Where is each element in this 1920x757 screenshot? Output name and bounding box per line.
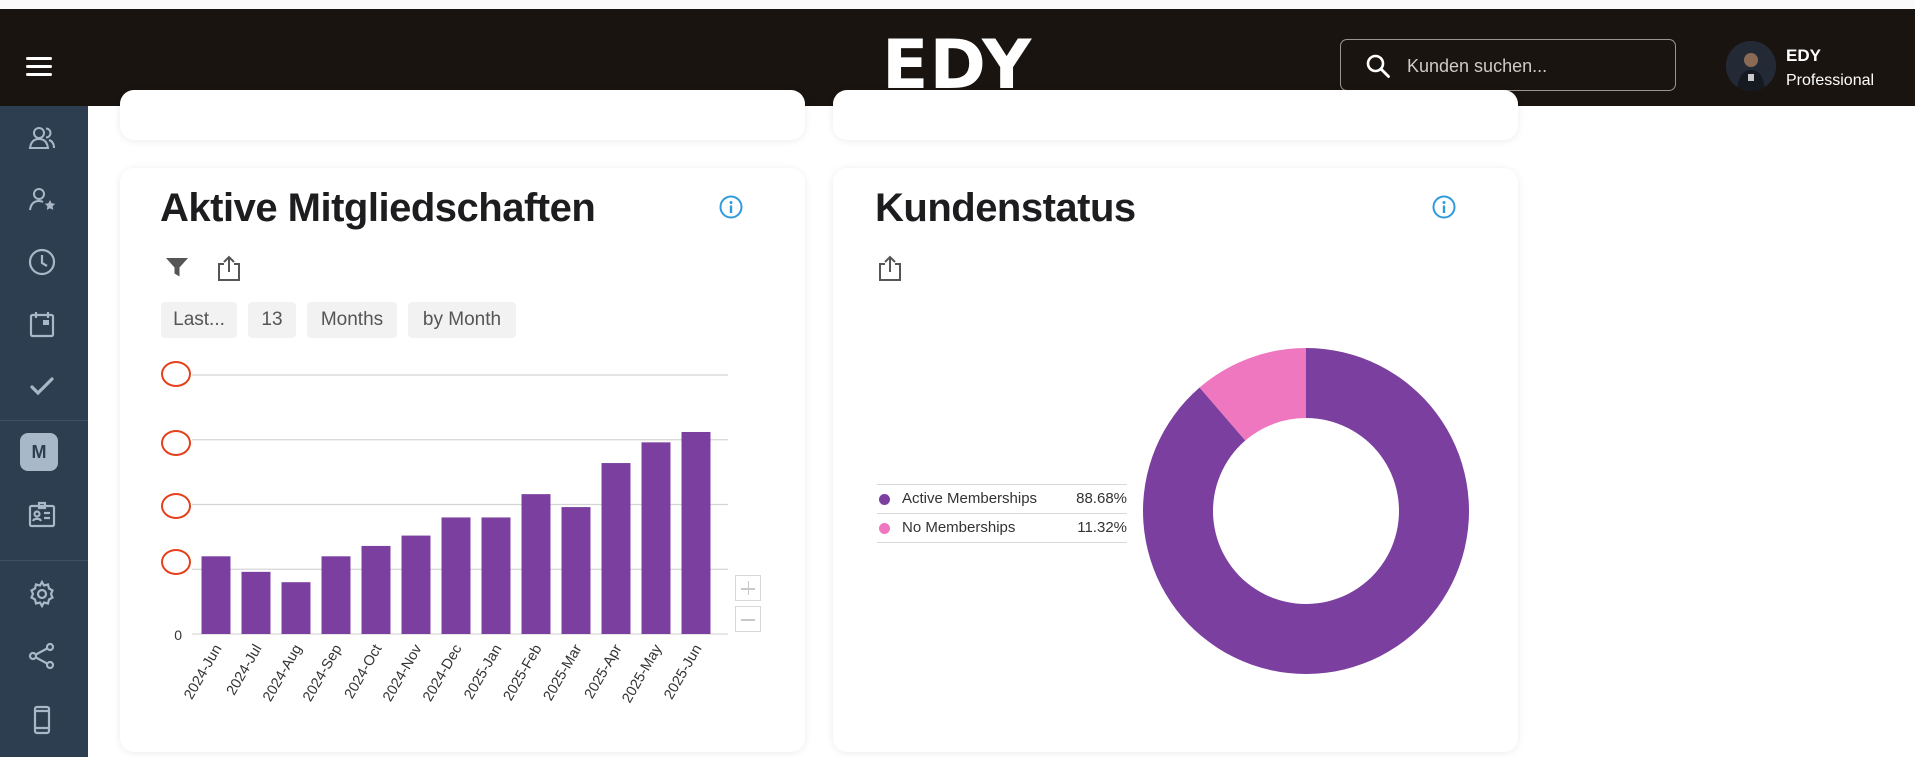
x-tick-label: 2025-Jun [661, 642, 705, 702]
sidebar-divider [0, 560, 88, 561]
x-tick-label: 2024-Dec [420, 642, 465, 704]
legend-item[interactable]: Active Memberships 88.68% [877, 484, 1127, 513]
user-name[interactable]: EDY [1786, 46, 1821, 65]
bar[interactable] [321, 556, 351, 634]
filter-chip-range[interactable]: Last... [161, 302, 237, 338]
sidebar-item-mobile[interactable] [22, 700, 62, 740]
donut-slice[interactable] [1143, 348, 1469, 674]
y-tick-label: 0 [174, 627, 182, 643]
bar[interactable] [401, 535, 431, 634]
card-above-left [120, 90, 805, 140]
user-plan: Professional [1786, 72, 1875, 89]
filter-icon[interactable] [164, 254, 190, 280]
x-tick-label: 2024-Aug [260, 642, 305, 704]
annotation-circle [161, 361, 191, 387]
legend-swatch [879, 494, 890, 505]
zoom-in-button[interactable] [735, 575, 761, 601]
legend-label: Active Memberships [902, 490, 1038, 507]
memberships-bar-chart: 02024-Jun2024-Jul2024-Aug2024-Sep2024-Oc… [174, 374, 728, 706]
memberships-card-title: Aktive Mitgliedschaften [160, 186, 596, 230]
check-icon [30, 377, 54, 396]
filter-chip-grouping[interactable]: by Month [408, 302, 516, 338]
bar[interactable] [641, 442, 671, 634]
bar[interactable] [561, 507, 591, 634]
legend-value: 11.32% [1077, 519, 1127, 536]
sidebar-divider [0, 420, 88, 421]
user-photo-icon [1726, 41, 1776, 91]
x-tick-label: 2025-Jan [461, 642, 505, 702]
clock-icon [28, 248, 56, 276]
filter-chip-unit[interactable]: Months [307, 302, 397, 338]
avatar[interactable] [1726, 41, 1776, 91]
info-icon[interactable] [718, 194, 744, 220]
x-tick-label: 2024-Jul [224, 642, 266, 698]
status-donut-chart [1143, 348, 1469, 674]
bar[interactable] [601, 463, 631, 634]
annotation-circle [161, 493, 191, 519]
x-tick-label: 2024-Oct [342, 642, 386, 702]
legend-value: 88.68% [1076, 490, 1127, 507]
legend-swatch [879, 523, 890, 534]
search-icon [1366, 54, 1390, 78]
x-tick-label: 2025-Apr [582, 642, 626, 702]
bar[interactable] [441, 517, 471, 634]
annotation-circle [161, 430, 191, 456]
sidebar-item-share[interactable] [22, 636, 62, 676]
card-above-right [833, 90, 1518, 140]
users-icon [28, 127, 55, 149]
x-tick-label: 2024-Nov [380, 641, 426, 704]
x-tick-label: 2025-May [619, 641, 665, 705]
status-card-title: Kundenstatus [875, 186, 1136, 230]
bar[interactable] [281, 582, 311, 634]
gear-icon [30, 579, 54, 609]
bar[interactable] [481, 517, 511, 634]
status-legend: Active Memberships 88.68% No Memberships… [877, 484, 1127, 543]
bar[interactable] [521, 494, 551, 634]
info-icon[interactable] [1431, 194, 1457, 220]
user-star-icon [29, 188, 56, 211]
legend-item[interactable]: No Memberships 11.32% [877, 513, 1127, 543]
search-input[interactable] [1405, 50, 1665, 82]
sidebar-item-settings[interactable] [22, 574, 62, 614]
top-header: EDY EDY Professional [0, 9, 1915, 106]
annotation-circle [161, 549, 191, 575]
bar[interactable] [681, 431, 711, 634]
x-tick-label: 2025-Feb [501, 642, 546, 704]
legend-label: No Memberships [902, 519, 1016, 536]
x-tick-label: 2024-Sep [300, 642, 345, 704]
bar[interactable] [361, 545, 391, 634]
sidebar-item-calendar[interactable] [22, 304, 62, 344]
zoom-out-button[interactable] [735, 606, 761, 632]
bar[interactable] [201, 556, 231, 634]
top-strip [0, 0, 1920, 9]
filter-chip-count[interactable]: 13 [248, 302, 296, 338]
x-tick-label: 2025-Mar [541, 642, 586, 704]
donut-slice[interactable] [1199, 348, 1306, 441]
calendar-icon [29, 312, 55, 338]
export-icon[interactable] [877, 254, 903, 282]
export-icon[interactable] [216, 254, 242, 282]
sidebar-item-tasks[interactable] [22, 366, 62, 406]
sidebar-item-contracts[interactable] [22, 494, 62, 534]
bar[interactable] [241, 571, 271, 634]
sidebar-item-memberships[interactable]: M [20, 433, 58, 471]
sidebar-item-favorites[interactable] [22, 180, 62, 220]
right-edge [1915, 0, 1920, 757]
sidebar-item-history[interactable] [22, 242, 62, 282]
mobile-icon [33, 705, 51, 735]
id-card-icon [28, 501, 56, 528]
sidebar-item-customers[interactable] [22, 118, 62, 158]
share-icon [28, 642, 55, 670]
x-tick-label: 2024-Jun [181, 642, 225, 702]
hamburger-menu-icon[interactable] [22, 49, 56, 83]
sidebar: M [0, 106, 88, 757]
customer-search [1340, 39, 1676, 91]
